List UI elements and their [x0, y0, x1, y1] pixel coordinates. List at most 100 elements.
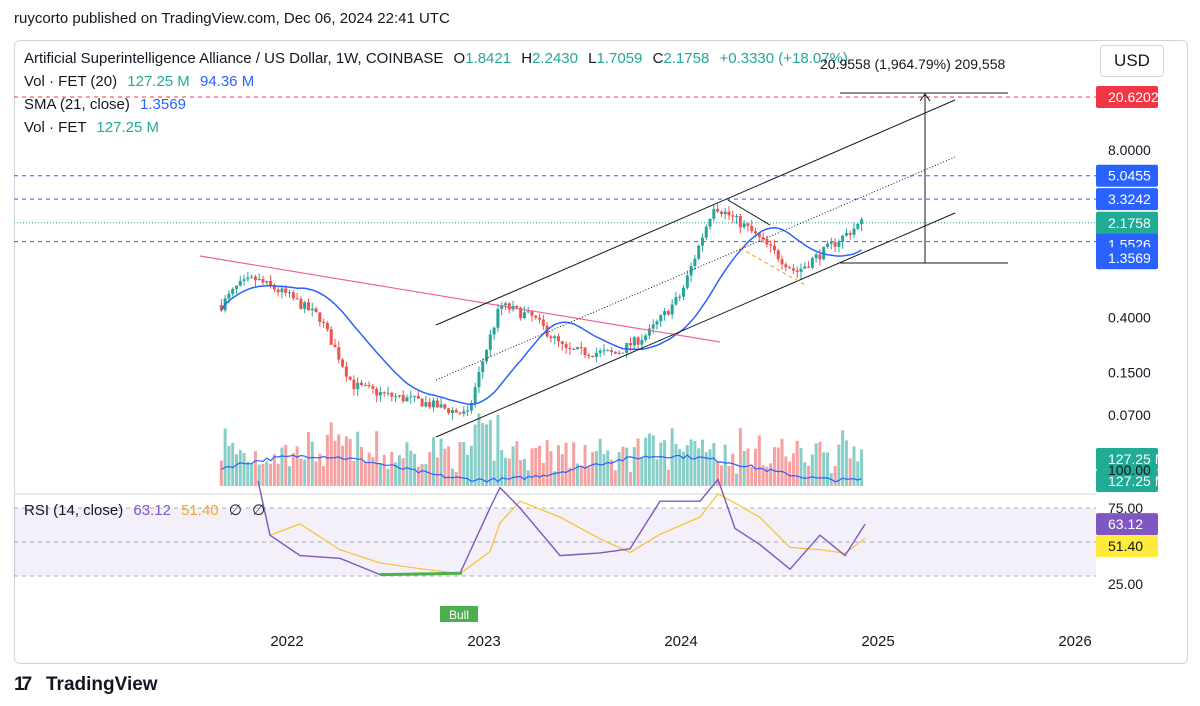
candle-body: [488, 334, 492, 350]
candle-body: [257, 278, 261, 281]
candle-body: [409, 396, 413, 398]
volume-bar: [325, 434, 329, 486]
volume-bar: [511, 446, 515, 486]
volume-bar: [617, 452, 621, 486]
measure-arrowhead: [919, 93, 931, 102]
volume-bar: [219, 460, 223, 486]
candle-body: [825, 243, 829, 247]
volume-bar: [647, 433, 651, 486]
candle-body: [583, 347, 587, 356]
currency-button[interactable]: USD: [1100, 45, 1164, 77]
volume-bar: [375, 431, 379, 486]
volume-bar: [265, 461, 269, 486]
volume-bar: [553, 471, 557, 486]
candle-body: [416, 395, 420, 399]
sma-legend[interactable]: SMA (21, close) 1.3569: [24, 96, 186, 113]
low-value: 1.7059: [596, 50, 643, 67]
candle-body: [640, 340, 644, 345]
candle-body: [447, 408, 451, 414]
candle-body: [807, 266, 811, 268]
volume-bar: [625, 447, 629, 486]
price-tick: 0.1500: [1108, 364, 1151, 380]
volume-bar: [223, 428, 227, 486]
volume-bar: [344, 436, 348, 486]
volume-bar: [337, 434, 341, 486]
target-price-tag: 20.6202: [1108, 89, 1159, 105]
volume-bar: [704, 452, 708, 486]
volume-bar: [500, 450, 504, 486]
candle-body: [818, 254, 822, 260]
volume-bar: [856, 461, 860, 486]
candle-body: [685, 275, 689, 288]
volume-bar: [757, 435, 761, 486]
candle-body: [439, 404, 443, 408]
volume-bar: [401, 458, 405, 486]
volume-bar: [825, 452, 829, 486]
volume-bar: [685, 445, 689, 486]
candle-body: [791, 268, 795, 271]
rsi-legend[interactable]: RSI (14, close) 63.12 51.40 ∅ ∅: [24, 501, 265, 519]
volume-bar: [803, 462, 807, 486]
candle-body: [670, 304, 674, 315]
candle-body: [382, 392, 386, 394]
candle-body: [378, 392, 382, 396]
volume-bars: [219, 413, 864, 486]
rsi-label: RSI (14, close): [24, 502, 124, 519]
volume-bar: [515, 441, 519, 486]
candle-body: [337, 347, 341, 360]
channel-lower: [435, 212, 956, 438]
candle-body: [708, 218, 712, 227]
volume-bar: [507, 458, 511, 486]
sma-label: SMA (21, close): [24, 96, 130, 113]
volume-bar: [716, 461, 720, 486]
candle-body: [538, 317, 542, 320]
candle-body: [666, 311, 670, 315]
volume-bar: [538, 445, 542, 486]
volume-bar: [852, 446, 856, 486]
candle-body: [454, 410, 458, 413]
candle-body: [242, 279, 246, 281]
volume-bar: [469, 445, 473, 486]
time-tick: 2024: [664, 633, 697, 650]
volume-bar: [333, 440, 337, 486]
volume-bar: [481, 422, 485, 486]
volume-bar: [530, 448, 534, 486]
brand-name: TradingView: [46, 674, 158, 695]
volume-bar: [288, 466, 292, 486]
volume-tag: 127.25 M: [1108, 451, 1166, 467]
volume-bar: [352, 460, 356, 486]
volume-bar: [844, 440, 848, 486]
volume-bar: [431, 437, 435, 486]
volume-bar: [462, 441, 466, 486]
volume-legend[interactable]: Vol · FET (20) 127.25 M 94.36 M: [24, 73, 254, 90]
symbol-title: Artificial Superintelligence Alliance / …: [24, 50, 444, 67]
candle-body: [568, 347, 572, 349]
volume-bar: [269, 463, 273, 486]
candle-body: [469, 403, 473, 411]
volume2-legend[interactable]: Vol · FET 127.25 M: [24, 119, 159, 136]
candle-body: [621, 352, 625, 354]
volume-bar: [761, 465, 765, 486]
volume-bar: [640, 457, 644, 486]
candle-body: [265, 280, 269, 283]
volume-bar: [295, 446, 299, 486]
candle-body: [564, 344, 568, 348]
candle-body: [360, 382, 364, 385]
volume-bar: [424, 464, 428, 486]
volume-bar: [708, 449, 712, 486]
volume-bar: [420, 464, 424, 486]
candle-body: [738, 216, 742, 228]
candle-body: [560, 341, 564, 345]
volume-bar: [848, 458, 852, 486]
sma-line: [220, 226, 862, 406]
candle-body: [530, 311, 534, 316]
candle-body: [799, 268, 803, 272]
volume-bar: [306, 431, 310, 486]
volume-bar: [693, 441, 697, 486]
volume-bar: [253, 451, 257, 486]
tradingview-logo[interactable]: 17 TradingView: [14, 674, 158, 696]
candle-body: [519, 307, 523, 318]
candle-body: [700, 237, 704, 246]
candle-body: [689, 266, 693, 276]
